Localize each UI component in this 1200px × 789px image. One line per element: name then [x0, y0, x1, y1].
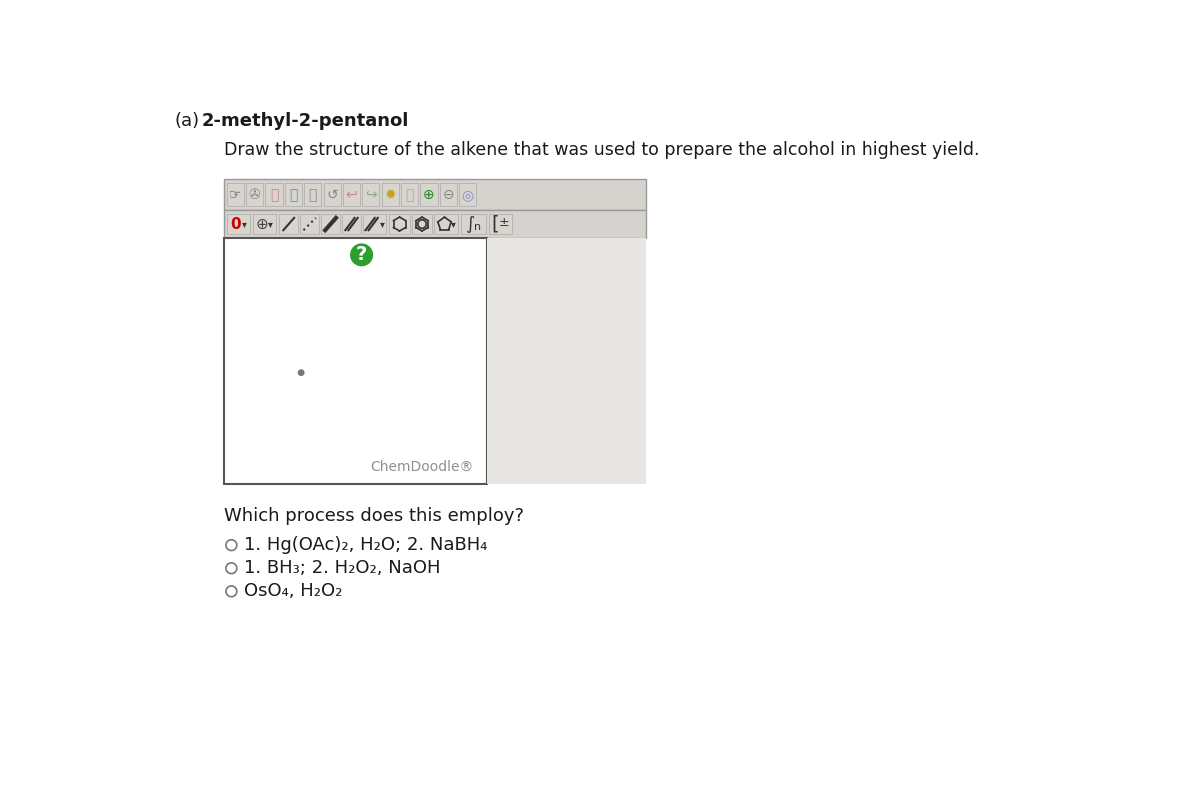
Text: 0: 0 — [230, 216, 240, 231]
Text: ?: ? — [356, 245, 367, 264]
FancyBboxPatch shape — [300, 214, 319, 234]
FancyBboxPatch shape — [461, 214, 486, 234]
Text: ✇: ✇ — [248, 188, 260, 202]
FancyBboxPatch shape — [487, 238, 646, 484]
FancyBboxPatch shape — [364, 214, 386, 234]
FancyBboxPatch shape — [305, 183, 322, 207]
FancyBboxPatch shape — [434, 214, 457, 234]
Text: Which process does this employ?: Which process does this employ? — [223, 507, 523, 525]
FancyBboxPatch shape — [412, 214, 432, 234]
Text: ⼀: ⼀ — [270, 188, 278, 202]
Text: 1. Hg(OAc)₂, H₂O; 2. NaBH₄: 1. Hg(OAc)₂, H₂O; 2. NaBH₄ — [244, 537, 487, 554]
Text: ✹: ✹ — [384, 188, 396, 202]
Text: 2-methyl-2-pentanol: 2-methyl-2-pentanol — [202, 111, 409, 129]
FancyBboxPatch shape — [401, 183, 418, 207]
Text: ▾: ▾ — [269, 219, 274, 229]
Text: ⊕: ⊕ — [424, 188, 434, 202]
FancyBboxPatch shape — [246, 183, 263, 207]
Text: ▾: ▾ — [451, 219, 456, 229]
Text: Draw the structure of the alkene that was used to prepare the alcohol in highest: Draw the structure of the alkene that wa… — [223, 141, 979, 159]
FancyBboxPatch shape — [324, 183, 341, 207]
Text: ⊕: ⊕ — [256, 216, 268, 231]
FancyBboxPatch shape — [390, 214, 409, 234]
FancyBboxPatch shape — [284, 183, 302, 207]
FancyBboxPatch shape — [227, 183, 244, 207]
FancyBboxPatch shape — [265, 183, 282, 207]
FancyBboxPatch shape — [420, 183, 438, 207]
FancyBboxPatch shape — [227, 214, 250, 234]
Text: ↩: ↩ — [346, 188, 358, 202]
FancyBboxPatch shape — [460, 183, 476, 207]
FancyBboxPatch shape — [440, 183, 457, 207]
Text: OsO₄, H₂O₂: OsO₄, H₂O₂ — [244, 582, 342, 600]
FancyBboxPatch shape — [382, 183, 398, 207]
Text: ☞: ☞ — [229, 188, 241, 202]
Text: [: [ — [491, 215, 499, 234]
FancyBboxPatch shape — [362, 183, 379, 207]
FancyBboxPatch shape — [223, 179, 646, 210]
Text: ±: ± — [499, 216, 510, 229]
FancyBboxPatch shape — [343, 183, 360, 207]
Text: ⊖: ⊖ — [443, 188, 454, 202]
Text: ◎: ◎ — [462, 188, 474, 202]
FancyBboxPatch shape — [488, 214, 512, 234]
Text: ChemDoodle®: ChemDoodle® — [370, 459, 473, 473]
Text: ⎘: ⎘ — [406, 188, 414, 202]
Circle shape — [299, 370, 304, 376]
Circle shape — [350, 244, 372, 266]
FancyBboxPatch shape — [253, 214, 276, 234]
Text: n: n — [474, 222, 481, 232]
Text: ⛄: ⛄ — [308, 188, 317, 202]
Text: ↺: ↺ — [326, 188, 338, 202]
FancyBboxPatch shape — [342, 214, 361, 234]
Text: (a): (a) — [175, 111, 200, 129]
Text: ↪: ↪ — [365, 188, 377, 202]
Text: ▾: ▾ — [380, 219, 385, 229]
Text: ∫: ∫ — [466, 215, 475, 233]
Text: 1. BH₃; 2. H₂O₂, NaOH: 1. BH₃; 2. H₂O₂, NaOH — [244, 559, 440, 578]
FancyBboxPatch shape — [280, 214, 298, 234]
FancyBboxPatch shape — [322, 214, 340, 234]
FancyBboxPatch shape — [223, 210, 646, 238]
Text: ⭙: ⭙ — [289, 188, 298, 202]
Text: ▾: ▾ — [242, 219, 247, 229]
FancyBboxPatch shape — [223, 238, 487, 484]
